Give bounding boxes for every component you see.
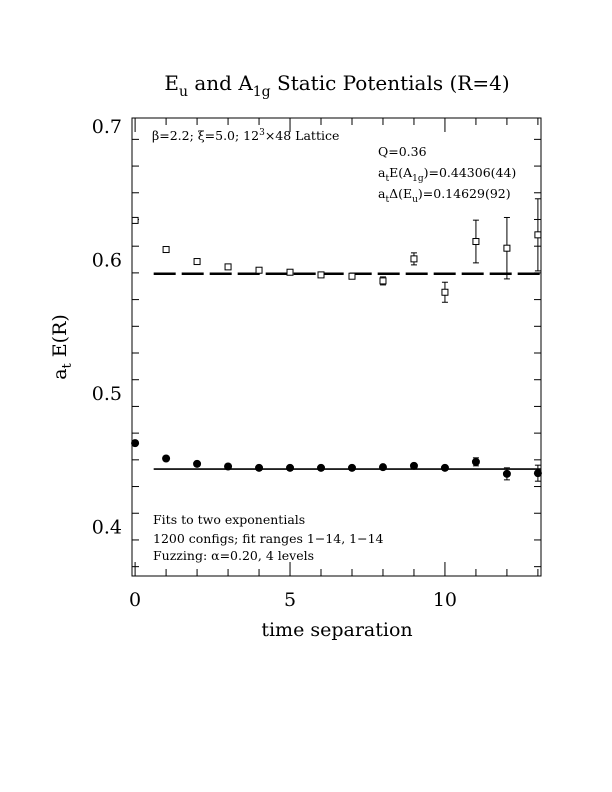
data-point-circle — [471, 457, 480, 466]
fit-lines — [153, 272, 541, 470]
y-tick-label: 0.4 — [92, 517, 122, 539]
fuzzing-annotation: Fuzzing: α=0.20, 4 levels — [153, 548, 314, 563]
data-point-square — [131, 216, 139, 224]
plot-frame — [131, 117, 542, 577]
data-point-circle — [286, 463, 295, 472]
a1g-energy-annotation: atE(A1g)=0.44306(44) — [378, 165, 516, 184]
data-point-square — [441, 288, 449, 296]
data-point-circle — [440, 463, 449, 472]
data-point-circle — [317, 463, 326, 472]
data-point-square — [224, 263, 232, 271]
data-point-square — [348, 272, 356, 280]
x-tick-label: 5 — [284, 589, 296, 611]
x-tick-label: 10 — [433, 589, 457, 611]
data-point-circle — [193, 459, 202, 468]
data-point-square — [162, 246, 170, 254]
data-point-circle — [502, 469, 511, 478]
data-point-square — [410, 255, 418, 263]
data-point-square — [472, 238, 480, 246]
q-annotation: Q=0.36 — [378, 144, 427, 159]
y-tick-label: 0.7 — [92, 116, 122, 138]
data-point-square — [317, 271, 325, 279]
data-point-circle — [224, 462, 233, 471]
data-point-square — [193, 258, 201, 266]
y-tick-label: 0.5 — [92, 383, 122, 405]
x-axis: 0 5 10 — [129, 118, 539, 611]
data-series — [131, 198, 542, 482]
chart-title: Eu and A1g Static Potentials (R=4) — [164, 71, 509, 100]
data-point-circle — [347, 463, 356, 472]
data-point-circle — [162, 454, 171, 463]
data-point-circle — [378, 463, 387, 472]
data-point-circle — [533, 469, 542, 478]
y-tick-label: 0.6 — [92, 250, 122, 272]
data-point-square — [379, 277, 387, 285]
x-axis-label: time separation — [261, 619, 412, 641]
configs-annotation: 1200 configs; fit ranges 1−14, 1−14 — [153, 531, 384, 546]
eu-gap-annotation: atΔ(Eu)=0.14629(92) — [378, 186, 511, 205]
x-tick-label: 0 — [129, 589, 141, 611]
data-point-circle — [255, 463, 264, 472]
data-point-circle — [131, 439, 140, 448]
fits-annotation: Fits to two exponentials — [153, 512, 305, 527]
data-point-circle — [409, 461, 418, 470]
data-point-square — [286, 268, 294, 276]
data-point-square — [503, 244, 511, 252]
y-axis-label: at E(R) — [49, 314, 75, 380]
data-point-square — [534, 231, 542, 239]
data-point-square — [255, 266, 263, 274]
y-axis: 0.4 0.5 0.6 0.7 — [92, 116, 541, 568]
lattice-annotation: β=2.2; ξ=5.0; 123×48 Lattice — [152, 128, 339, 143]
